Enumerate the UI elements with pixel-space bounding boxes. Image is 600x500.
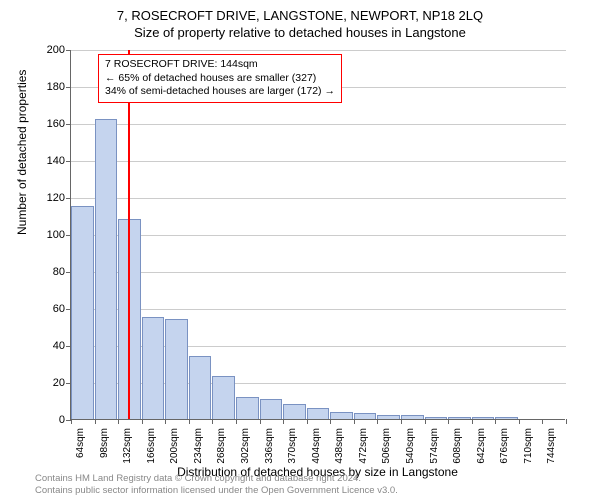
annotation-box: 7 ROSECROFT DRIVE: 144sqm← 65% of detach… xyxy=(98,54,342,103)
gridline xyxy=(71,309,566,310)
histogram-bar xyxy=(377,415,400,419)
y-axis-label: Number of detached properties xyxy=(15,70,29,235)
xtick-mark xyxy=(330,419,331,424)
histogram-bar xyxy=(71,206,94,419)
xtick-mark xyxy=(260,419,261,424)
xtick-mark xyxy=(236,419,237,424)
xtick-mark xyxy=(95,419,96,424)
histogram-bar xyxy=(95,119,118,419)
xtick-mark xyxy=(283,419,284,424)
annotation-line2: ← 65% of detached houses are smaller (32… xyxy=(105,72,335,86)
title-sub: Size of property relative to detached ho… xyxy=(0,23,600,40)
ytick-label: 180 xyxy=(47,81,65,93)
ytick-label: 0 xyxy=(59,414,65,426)
footer-line2: Contains public sector information licen… xyxy=(35,485,398,496)
xtick-mark xyxy=(165,419,166,424)
ytick-label: 120 xyxy=(47,192,65,204)
ytick-mark xyxy=(66,198,71,199)
xtick-mark xyxy=(307,419,308,424)
annotation-line3: 34% of semi-detached houses are larger (… xyxy=(105,85,335,99)
xtick-mark xyxy=(354,419,355,424)
histogram-bar xyxy=(283,404,306,419)
histogram-bar xyxy=(354,413,377,419)
chart-area: 02040608010012014016018020064sqm98sqm132… xyxy=(70,50,565,420)
gridline xyxy=(71,124,566,125)
histogram-bar xyxy=(189,356,212,419)
xtick-mark xyxy=(189,419,190,424)
ytick-label: 200 xyxy=(47,44,65,56)
xtick-mark xyxy=(448,419,449,424)
histogram-bar xyxy=(401,415,424,419)
histogram-bar xyxy=(472,417,495,419)
xtick-mark xyxy=(118,419,119,424)
ytick-label: 160 xyxy=(47,118,65,130)
xtick-mark xyxy=(472,419,473,424)
gridline xyxy=(71,272,566,273)
gridline xyxy=(71,50,566,51)
xtick-mark xyxy=(425,419,426,424)
ytick-label: 100 xyxy=(47,229,65,241)
ytick-mark xyxy=(66,50,71,51)
histogram-bar xyxy=(260,399,283,419)
ytick-label: 80 xyxy=(53,266,65,278)
footer-attribution: Contains HM Land Registry data © Crown c… xyxy=(35,473,398,496)
histogram-bar xyxy=(236,397,259,419)
ytick-label: 140 xyxy=(47,155,65,167)
gridline xyxy=(71,198,566,199)
gridline xyxy=(71,161,566,162)
xtick-mark xyxy=(519,419,520,424)
xtick-mark xyxy=(542,419,543,424)
ytick-mark xyxy=(66,124,71,125)
histogram-bar xyxy=(142,317,165,419)
xtick-mark xyxy=(566,419,567,424)
histogram-bar xyxy=(495,417,518,419)
plot: 02040608010012014016018020064sqm98sqm132… xyxy=(70,50,565,420)
ytick-label: 40 xyxy=(53,340,65,352)
xtick-mark xyxy=(401,419,402,424)
xtick-mark xyxy=(212,419,213,424)
histogram-bar xyxy=(307,408,330,419)
footer-line1: Contains HM Land Registry data © Crown c… xyxy=(35,473,398,484)
histogram-bar xyxy=(425,417,448,419)
xtick-mark xyxy=(495,419,496,424)
xtick-mark xyxy=(71,419,72,424)
ytick-label: 20 xyxy=(53,377,65,389)
reference-line xyxy=(128,50,130,419)
ytick-label: 60 xyxy=(53,303,65,315)
title-main: 7, ROSECROFT DRIVE, LANGSTONE, NEWPORT, … xyxy=(0,0,600,23)
histogram-bar xyxy=(165,319,188,419)
xtick-mark xyxy=(142,419,143,424)
histogram-bar xyxy=(212,376,235,419)
histogram-bar xyxy=(448,417,471,419)
xtick-mark xyxy=(377,419,378,424)
annotation-line1: 7 ROSECROFT DRIVE: 144sqm xyxy=(105,58,335,72)
histogram-bar xyxy=(330,412,353,419)
gridline xyxy=(71,235,566,236)
ytick-mark xyxy=(66,87,71,88)
ytick-mark xyxy=(66,161,71,162)
